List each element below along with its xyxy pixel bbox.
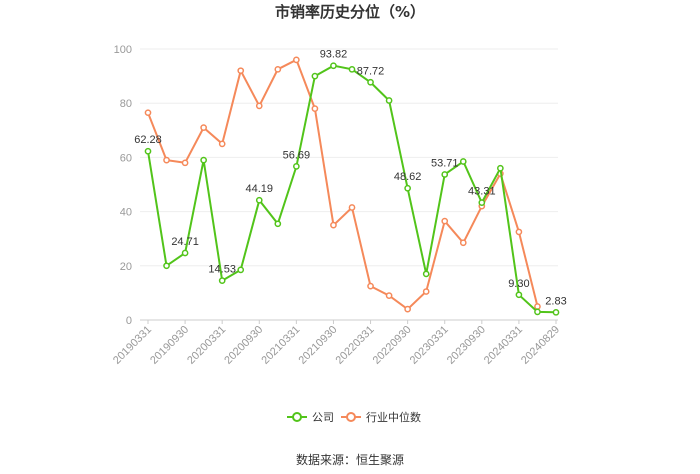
- data-labels: 62.28 24.71 14.53 44.19 56.69 93.82 87.72 48.62…: [134, 49, 566, 308]
- data-point[interactable]: [385, 97, 393, 104]
- data-label: 24.71: [171, 236, 199, 248]
- data-point[interactable]: [218, 140, 226, 148]
- data-label: 9.30: [508, 278, 529, 290]
- data-point[interactable]: [311, 105, 319, 112]
- y-tick-label: 60: [120, 152, 132, 164]
- data-point[interactable]: [181, 249, 189, 257]
- data-point[interactable]: [459, 158, 467, 165]
- legend-label-industry-median: 行业中位数: [366, 410, 421, 424]
- data-label: 87.72: [357, 65, 385, 77]
- x-tick-label: 20200331: [185, 324, 228, 367]
- x-tick-label: 20210930: [296, 324, 339, 367]
- legend-item-industry-median[interactable]: 行业中位数: [341, 410, 421, 424]
- data-point[interactable]: [422, 270, 430, 278]
- data-point[interactable]: [422, 288, 430, 295]
- legend-item-company[interactable]: 公司: [287, 411, 334, 424]
- data-point[interactable]: [181, 159, 189, 167]
- y-axis: 0 20 40 60 80 100: [114, 44, 132, 327]
- data-point[interactable]: [311, 72, 319, 80]
- data-point[interactable]: [218, 277, 226, 284]
- legend-marker-industry-median: [346, 412, 356, 422]
- data-point[interactable]: [367, 78, 374, 86]
- data-label: 44.19: [246, 183, 274, 195]
- data-label: 43.31: [468, 186, 496, 198]
- data-point[interactable]: [144, 109, 152, 117]
- data-point[interactable]: [293, 56, 300, 64]
- data-point[interactable]: [478, 199, 486, 206]
- series-company: [144, 62, 560, 316]
- data-point[interactable]: [163, 262, 170, 270]
- data-point[interactable]: [497, 164, 504, 172]
- x-axis: 2019033120190930202003312020093020210331…: [111, 320, 562, 367]
- chart-title: 市销率历史分位（%）: [275, 3, 425, 21]
- data-label: 48.62: [394, 171, 422, 183]
- legend-marker-company: [292, 412, 302, 422]
- series-layer: [144, 56, 560, 316]
- data-source: 数据来源：恒生聚源: [296, 452, 404, 467]
- data-point[interactable]: [293, 163, 300, 170]
- data-point[interactable]: [274, 65, 282, 73]
- data-point[interactable]: [237, 266, 245, 274]
- x-tick-label: 20220331: [334, 324, 377, 367]
- series-line: [147, 58, 539, 311]
- data-point[interactable]: [534, 303, 541, 310]
- data-label: 62.28: [134, 134, 162, 146]
- data-point[interactable]: [348, 204, 356, 211]
- data-label: 93.82: [320, 49, 348, 61]
- data-label: 2.83: [545, 295, 566, 307]
- data-point[interactable]: [515, 291, 523, 299]
- x-tick-label: 20190331: [111, 324, 154, 367]
- data-point[interactable]: [404, 305, 411, 313]
- data-point[interactable]: [534, 308, 541, 316]
- y-tick-label: 80: [120, 98, 132, 110]
- data-point[interactable]: [552, 308, 560, 316]
- x-tick-label: 20230331: [408, 324, 451, 367]
- x-tick-label: 20190930: [148, 324, 191, 367]
- data-point[interactable]: [200, 124, 207, 131]
- data-label: 14.53: [208, 264, 236, 276]
- data-point[interactable]: [255, 196, 263, 204]
- y-tick-label: 100: [114, 44, 132, 56]
- data-point[interactable]: [367, 282, 374, 290]
- data-point[interactable]: [385, 292, 393, 299]
- data-point[interactable]: [144, 147, 152, 155]
- data-point[interactable]: [330, 221, 337, 229]
- data-point[interactable]: [255, 102, 263, 110]
- x-tick-label: 20220930: [371, 324, 414, 367]
- data-point[interactable]: [515, 228, 523, 236]
- series-industry-median: [144, 56, 541, 313]
- data-point[interactable]: [441, 217, 449, 225]
- data-point[interactable]: [459, 239, 467, 247]
- data-point[interactable]: [237, 67, 245, 75]
- data-point[interactable]: [348, 65, 356, 73]
- data-point[interactable]: [441, 171, 449, 178]
- x-tick-label: 20240829: [519, 324, 562, 367]
- y-tick-label: 20: [120, 261, 132, 273]
- data-point[interactable]: [200, 156, 207, 164]
- data-point[interactable]: [330, 62, 337, 70]
- data-point[interactable]: [163, 156, 170, 164]
- data-label: 56.69: [283, 149, 311, 161]
- legend-label-company: 公司: [312, 411, 334, 424]
- y-tick-label: 40: [120, 207, 132, 219]
- data-label: 53.71: [431, 157, 459, 169]
- x-tick-label: 20240331: [482, 324, 525, 367]
- data-point[interactable]: [274, 220, 282, 228]
- data-point[interactable]: [404, 184, 411, 192]
- legend: 公司 行业中位数: [287, 410, 421, 424]
- x-tick-label: 20230930: [445, 324, 488, 367]
- x-tick-label: 20200930: [222, 324, 265, 367]
- y-tick-label: 0: [126, 315, 132, 327]
- x-tick-label: 20210331: [259, 324, 302, 367]
